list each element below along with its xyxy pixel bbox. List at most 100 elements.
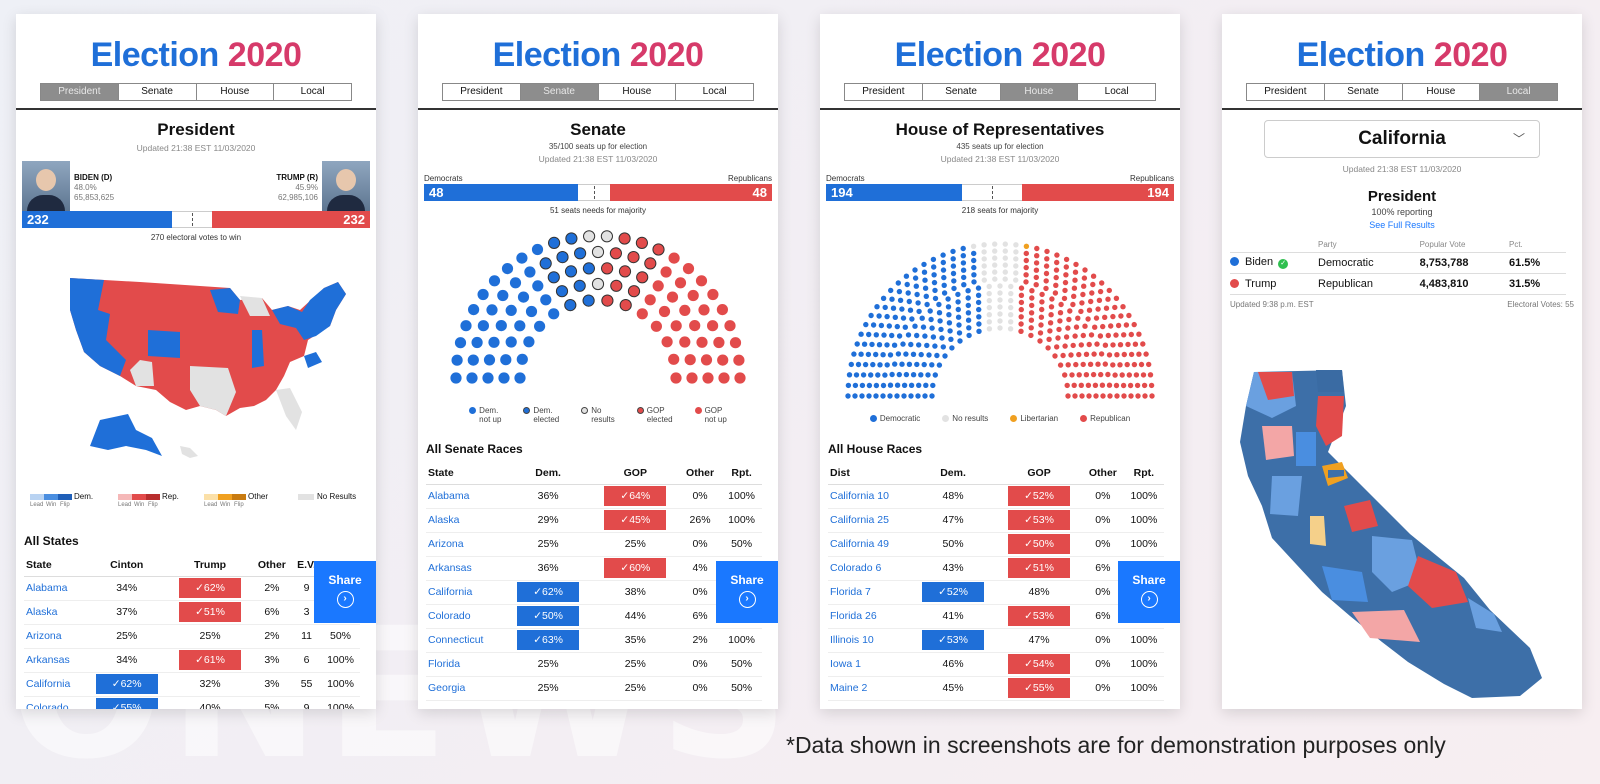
seat-no-results	[1002, 255, 1008, 261]
table-row[interactable]: Colorado ✓55% 40% 5% 9 100%	[24, 696, 360, 709]
table-row[interactable]: Arizona 25% 25% 0% 50%	[426, 532, 762, 557]
table-row[interactable]: Arizona 25% 25% 2% 11 50%	[24, 624, 360, 649]
table-row[interactable]: Maine 2 45% ✓55% 0% 100%	[828, 676, 1164, 701]
race-link[interactable]: Florida 26	[828, 604, 911, 629]
winner-check-icon: ✓	[1278, 259, 1289, 269]
seat-dem-elected	[565, 232, 578, 245]
race-link[interactable]: Colorado 6	[828, 556, 911, 581]
state-link[interactable]: Arkansas	[24, 648, 86, 673]
tab-local[interactable]: Local	[1104, 86, 1129, 97]
race-link[interactable]: Florida	[426, 652, 505, 677]
table-row[interactable]: Colorado✓50%44%6%100%	[426, 604, 762, 629]
race-link[interactable]: Georgia	[426, 676, 505, 701]
seat-rep	[1078, 382, 1084, 388]
seat-dem-elected	[564, 265, 578, 278]
seat-rep	[1018, 285, 1025, 291]
race-link[interactable]: Illinois 10	[828, 628, 911, 653]
candidate-row[interactable]: Biden ✓ Democratic 8,753,788 61.5%	[1230, 252, 1566, 274]
race-link[interactable]: Alabama	[426, 484, 505, 509]
seat-dem	[950, 248, 956, 255]
seat-dem	[848, 361, 854, 368]
table-row[interactable]: California✓62%38%0%100%	[426, 580, 762, 605]
seat-rep	[1102, 314, 1108, 320]
california-county-map[interactable]	[1232, 366, 1562, 709]
tab-senate[interactable]: Senate	[119, 84, 197, 100]
tab-president[interactable]: President	[443, 84, 521, 100]
tab-house[interactable]: House	[599, 84, 677, 100]
seat-rep	[1096, 297, 1103, 303]
table-row[interactable]: Georgia 25% 25% 0% 50%	[426, 676, 762, 701]
tab-senate[interactable]: Senate	[1325, 84, 1403, 100]
other-pct: 6%	[1082, 604, 1124, 629]
table-row[interactable]: Illinois 10 ✓53% 47% 0% 100%	[828, 628, 1164, 653]
race-link[interactable]: California	[426, 580, 505, 605]
table-row[interactable]: Florida 25% 25% 0% 50%	[426, 652, 762, 677]
table-row[interactable]: Alaska 29% ✓45% 26% 100%	[426, 508, 762, 533]
race-link[interactable]: Connecticut	[426, 628, 505, 653]
tab-local[interactable]: Local	[300, 86, 325, 97]
seat-dem	[930, 334, 937, 340]
race-link[interactable]: Maine 2	[828, 676, 911, 701]
seat-rep	[1044, 256, 1050, 262]
seat-rep	[1088, 332, 1095, 338]
us-electoral-map[interactable]	[40, 270, 360, 470]
state-link[interactable]: Alabama	[24, 576, 86, 601]
seat-dem	[866, 393, 872, 399]
share-button[interactable]: Share ›	[1118, 561, 1180, 623]
table-row[interactable]: Colorado 643%✓51%6%100%	[828, 556, 1164, 581]
state-link[interactable]: California	[24, 672, 86, 697]
table-row[interactable]: California 10 48% ✓52% 0% 100%	[828, 484, 1164, 509]
seat-gop-not-up	[716, 304, 728, 316]
table-row[interactable]: Iowa 1 46% ✓54% 0% 100%	[828, 652, 1164, 677]
seat-gop-elected	[601, 262, 614, 275]
table-row[interactable]: California 49 50% ✓50% 0% 100%	[828, 532, 1164, 557]
share-button[interactable]: Share ›	[716, 561, 778, 623]
vote-pct: 61.5%	[1508, 252, 1566, 274]
see-full-results-link[interactable]: See Full Results	[1369, 220, 1435, 230]
seat-dem	[899, 361, 905, 367]
seat-rep	[1018, 321, 1024, 327]
tab-house[interactable]: House	[1403, 84, 1481, 100]
state-link[interactable]: Colorado	[24, 696, 86, 709]
candidate-row[interactable]: Trump Republican 4,483,810 31.5%	[1230, 273, 1566, 295]
tab-senate[interactable]: Senate	[923, 84, 1001, 100]
seat-dem	[976, 314, 982, 320]
state-link[interactable]: Arizona	[24, 624, 86, 649]
tab-president[interactable]: President	[1247, 84, 1325, 100]
share-button[interactable]: Share ›	[314, 561, 376, 623]
tab-house[interactable]: House	[1000, 84, 1079, 100]
table-row[interactable]: Alabama 36% ✓64% 0% 100%	[426, 484, 762, 509]
table-row[interactable]: Florida 7✓52%48%0%100%	[828, 580, 1164, 605]
tab-president[interactable]: President	[41, 84, 119, 100]
tab-local[interactable]: Local	[1480, 84, 1557, 100]
race-link[interactable]: California 10	[828, 484, 911, 509]
seat-dem	[908, 393, 914, 399]
race-link[interactable]: Iowa 1	[828, 652, 911, 677]
race-link[interactable]: Alaska	[426, 508, 505, 533]
table-row[interactable]: California 25 47% ✓53% 0% 100%	[828, 508, 1164, 533]
race-link[interactable]: California 25	[828, 508, 911, 533]
table-row[interactable]: California ✓62% 32% 3% 55 100%	[24, 672, 360, 697]
table-row[interactable]: Arkansas 34% ✓61% 3% 6 100%	[24, 648, 360, 673]
state-select[interactable]: California ﹀	[1264, 120, 1540, 158]
tab-house[interactable]: House	[197, 84, 275, 100]
state-link[interactable]: Alaska	[24, 600, 86, 625]
seat-rep	[1053, 274, 1059, 281]
tab-senate[interactable]: Senate	[520, 84, 599, 100]
race-link[interactable]: Colorado	[426, 604, 505, 629]
seat-rep	[1043, 285, 1049, 292]
seat-dem-not-up	[488, 275, 501, 287]
race-link[interactable]: Arizona	[426, 532, 505, 557]
tab-president[interactable]: President	[845, 84, 923, 100]
race-link[interactable]: California 49	[828, 532, 911, 557]
race-link[interactable]: Arkansas	[426, 556, 505, 581]
table-row[interactable]: Connecticut ✓63% 35% 2% 100%	[426, 628, 762, 653]
race-link[interactable]: Florida 7	[828, 580, 911, 605]
tab-local[interactable]: Local	[702, 86, 727, 97]
other-pct: 0%	[1082, 508, 1124, 533]
